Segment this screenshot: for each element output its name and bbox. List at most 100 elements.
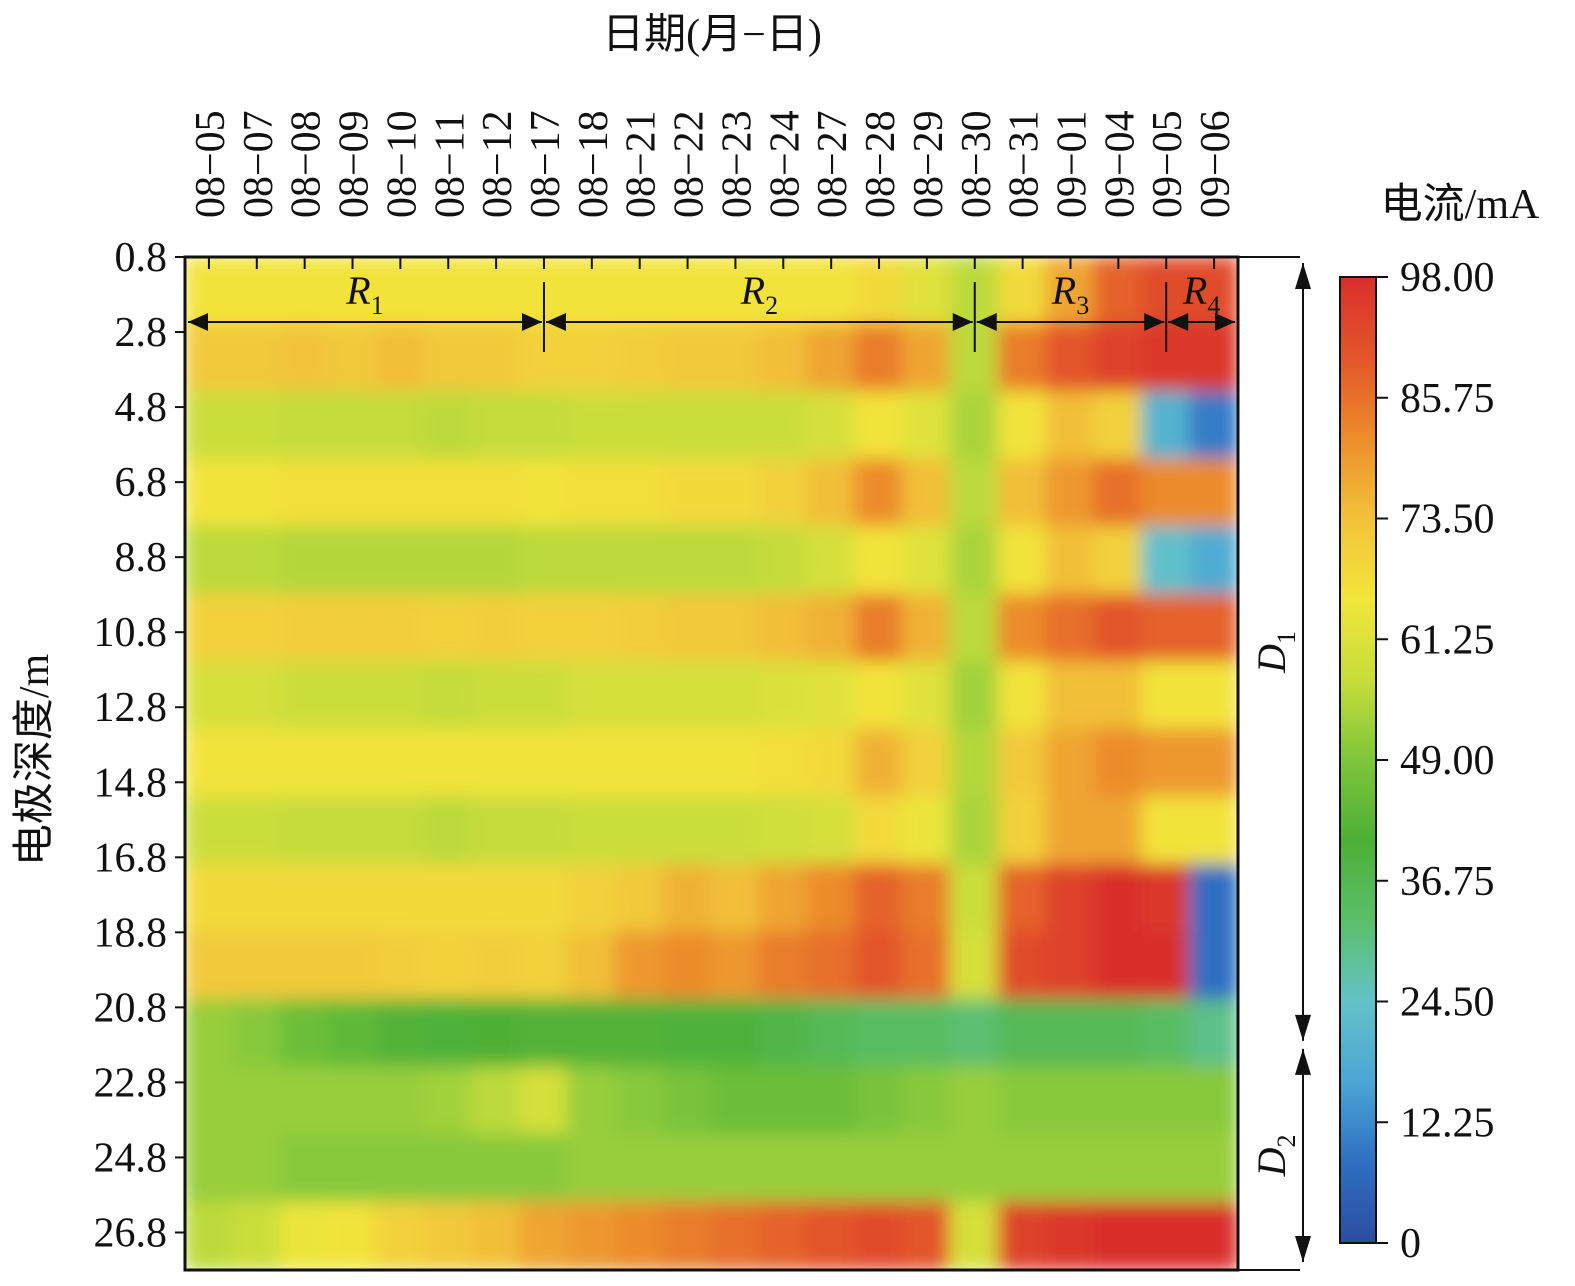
y-tick-label: 22.8 — [94, 1060, 168, 1106]
arrow-head — [1295, 1014, 1311, 1041]
heatmap-cell — [375, 458, 426, 529]
y-tick-label: 26.8 — [94, 1210, 168, 1256]
x-tick-label: 08−29 — [906, 110, 952, 218]
heatmap-cell — [471, 323, 522, 393]
heatmap-cell — [949, 863, 1000, 934]
heatmap-cell — [231, 593, 282, 664]
heatmap-cell — [327, 796, 378, 866]
heatmap-cell — [519, 1201, 569, 1270]
heatmap-cell — [902, 1066, 952, 1136]
heatmap-cell — [423, 323, 474, 393]
heatmap-cell — [949, 593, 1000, 664]
x-tick-label: 08−11 — [427, 112, 473, 218]
heatmap-cell — [1141, 526, 1192, 596]
x-tick-label: 08−17 — [523, 110, 569, 218]
heatmap-cell — [471, 796, 522, 866]
heatmap-cell — [423, 661, 474, 731]
heatmap-cell — [375, 863, 426, 934]
heatmap-cell — [185, 661, 234, 731]
heatmap-cell — [231, 1133, 282, 1204]
heatmap-cell — [949, 661, 1000, 731]
plot-frame — [183, 255, 1240, 1272]
heatmap-cell — [854, 526, 904, 596]
heatmap-cell — [949, 796, 1000, 866]
heatmap-cell — [1141, 1066, 1192, 1136]
colorbar-tick-label: 85.75 — [1400, 376, 1495, 422]
heatmap-cell — [423, 1133, 474, 1204]
heatmap-cell — [758, 661, 809, 731]
heatmap-cell — [1189, 931, 1238, 1001]
heatmap-cell — [231, 728, 282, 799]
heatmap-cell — [566, 931, 617, 1001]
heatmap-cell — [854, 728, 904, 799]
x-tick-label: 08−30 — [954, 110, 1000, 218]
heatmap-cell — [327, 1201, 378, 1270]
heatmap-cell — [1093, 661, 1144, 731]
heatmap-cell — [949, 526, 1000, 596]
heatmap-cell — [1141, 796, 1192, 866]
heatmap-cell — [279, 593, 330, 664]
heatmap-cell — [997, 998, 1048, 1069]
heatmap-cell — [662, 391, 713, 461]
heatmap-cell — [854, 1201, 904, 1270]
heatmap-cell — [614, 458, 665, 529]
heatmap-cell — [758, 323, 809, 393]
x-tick-label: 08−22 — [667, 110, 713, 218]
heatmap-cell — [185, 1066, 234, 1136]
heatmap-cell — [1093, 796, 1144, 866]
heatmap-cell — [1189, 796, 1238, 866]
heatmap-cell — [854, 1066, 904, 1136]
x-tick-label: 08−27 — [810, 110, 856, 218]
heatmap-cell — [566, 593, 617, 664]
heatmap-cell — [614, 1133, 665, 1204]
heatmap-cell — [997, 593, 1048, 664]
heatmap-cell — [710, 526, 761, 596]
region-label: R2 — [740, 268, 778, 320]
heatmap-cell — [662, 863, 713, 934]
y-tick-label: 16.8 — [94, 835, 168, 881]
heatmap-cell — [231, 323, 282, 393]
heatmap-cell — [614, 1066, 665, 1136]
heatmap-cell — [949, 998, 1000, 1069]
heatmap-cell — [949, 1201, 1000, 1270]
heatmap-cell — [902, 1133, 952, 1204]
x-tick-label: 09−04 — [1097, 110, 1143, 218]
heatmap-cell — [614, 593, 665, 664]
heatmap-cell — [231, 661, 282, 731]
heatmap-cell — [279, 458, 330, 529]
heatmap-cell — [854, 998, 904, 1069]
heatmap-cell — [471, 661, 522, 731]
heatmap-cell — [662, 1066, 713, 1136]
heatmap-cell — [806, 1133, 857, 1204]
heatmap-cell — [185, 526, 234, 596]
heatmap-cell — [185, 458, 234, 529]
heatmap-cell — [710, 391, 761, 461]
heatmap-cell — [423, 728, 474, 799]
heatmap-cell — [519, 458, 569, 529]
colorbar-tick-label: 36.75 — [1400, 859, 1495, 905]
heatmap-cell — [375, 1066, 426, 1136]
heatmap-cell — [758, 1201, 809, 1270]
heatmap-cell — [375, 796, 426, 866]
heatmap-cell — [806, 593, 857, 664]
heatmap-cell — [902, 391, 952, 461]
heatmap-cell — [279, 661, 330, 731]
heatmap-cell — [710, 728, 761, 799]
heatmap-cell — [471, 458, 522, 529]
y-tick-label: 24.8 — [94, 1135, 168, 1181]
heatmap-cell — [471, 931, 522, 1001]
heatmap-cell — [710, 1201, 761, 1270]
colorbar-title: 电流/mA — [1381, 182, 1540, 228]
heatmap-cell — [662, 323, 713, 393]
heatmap-cell — [614, 998, 665, 1069]
arrow-head — [545, 313, 566, 331]
x-tick-label: 09−06 — [1193, 110, 1239, 218]
heatmap-cell — [1093, 1133, 1144, 1204]
heatmap-cell — [279, 1201, 330, 1270]
heatmap-cell — [854, 458, 904, 529]
heatmap-cell — [471, 593, 522, 664]
heatmap-cell — [327, 998, 378, 1069]
depth-zone-label: D2 — [1249, 1134, 1301, 1177]
heatmap-cell — [1045, 1133, 1096, 1204]
